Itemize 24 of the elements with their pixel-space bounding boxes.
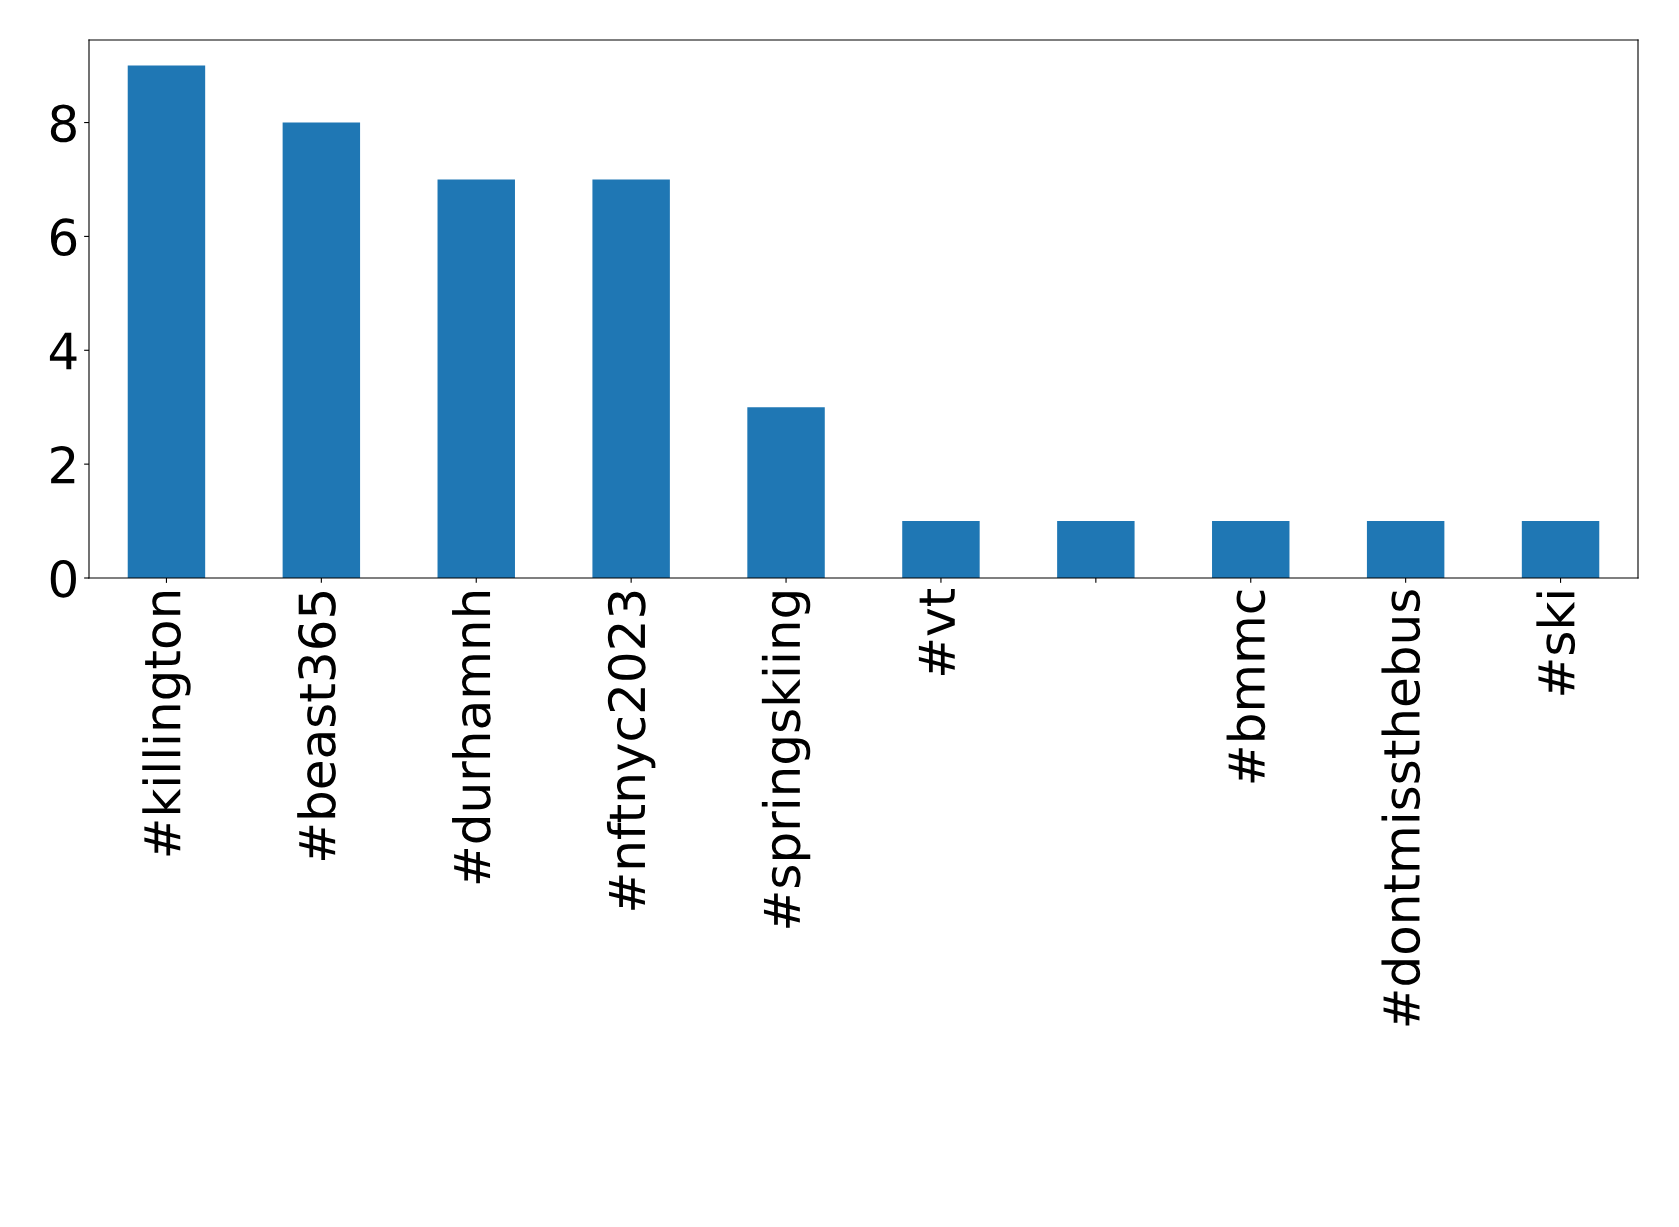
bar: [282, 122, 361, 578]
bar: [1521, 521, 1600, 578]
bar: [592, 179, 670, 578]
bar: [747, 407, 825, 578]
y-tick-label: 4: [49, 332, 77, 370]
x-tick-label: #springskiing: [761, 592, 811, 928]
x-tick-label: #killington: [142, 591, 191, 856]
bar: [902, 521, 980, 578]
bar: [1366, 521, 1445, 578]
bar: [437, 179, 515, 578]
y-tick-label: 0: [50, 559, 76, 598]
x-tick-label: #ski: [1536, 592, 1576, 695]
x-tick-label: #durhamnh: [452, 591, 491, 884]
bar: [1057, 521, 1135, 578]
y-tick-label: 2: [51, 446, 75, 484]
x-tick-label: #bmmc: [1226, 590, 1266, 783]
y-tick-label: 8: [50, 104, 76, 143]
y-tick-label: 6: [50, 218, 77, 257]
x-tick-label: #vt: [918, 588, 955, 675]
bar: [1212, 521, 1290, 578]
x-tick-label: #dontmissthebus: [1381, 590, 1421, 1026]
x-tick-label: #beast365: [297, 592, 336, 860]
bar: [127, 65, 206, 578]
x-tick-label: #nftnyc2023: [606, 591, 656, 910]
